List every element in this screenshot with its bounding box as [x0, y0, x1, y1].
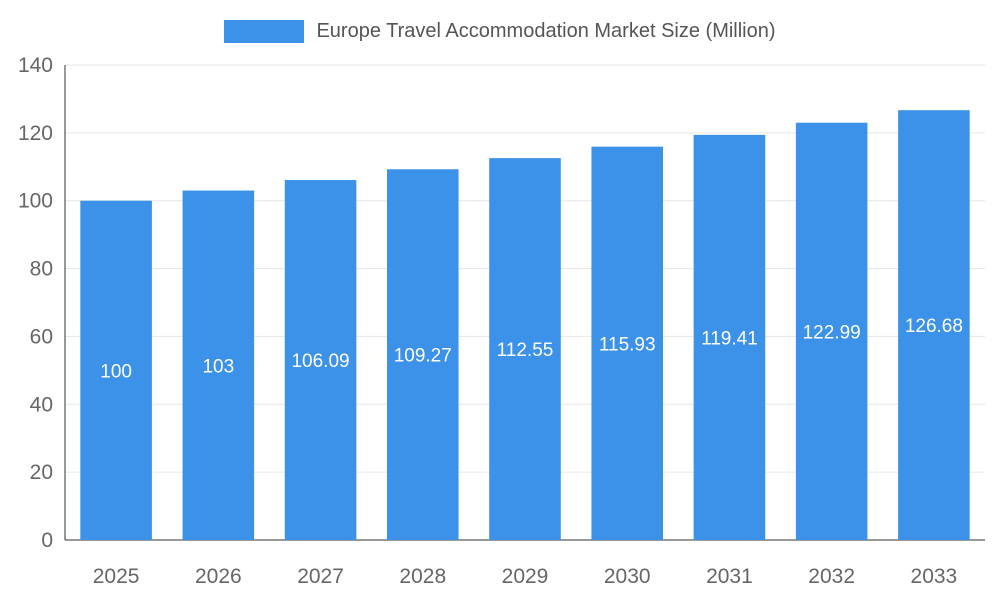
bar-value-label: 119.41	[701, 328, 758, 349]
bar-value-label: 115.93	[599, 334, 656, 355]
bar-value-label: 103	[202, 356, 234, 377]
y-tick-label: 140	[18, 54, 53, 77]
chart-legend: Europe Travel Accommodation Market Size …	[0, 16, 1000, 46]
bar-value-label: 106.09	[291, 351, 349, 372]
bar-value-label: 122.99	[803, 322, 861, 343]
bar-value-label: 109.27	[394, 346, 452, 367]
x-axis-label: 2028	[399, 565, 446, 588]
y-tick-label: 0	[41, 529, 53, 552]
y-tick-label: 80	[30, 258, 53, 281]
bar-2030[interactable]	[591, 146, 663, 540]
chart-title: Europe Travel Accommodation Market Size …	[316, 19, 776, 42]
x-axis-label: 2027	[297, 565, 344, 588]
bar-2032[interactable]	[795, 122, 868, 541]
x-axis-label: 2030	[604, 565, 651, 588]
bar-2028[interactable]	[387, 169, 459, 540]
y-tick-label: 20	[30, 461, 53, 484]
y-tick-label: 100	[18, 190, 53, 213]
bar-2025[interactable]	[80, 200, 152, 540]
x-axis-label: 2025	[93, 565, 140, 588]
bar-value-label: 126.68	[905, 316, 963, 337]
x-axis-label: 2031	[706, 565, 753, 588]
bar-2033[interactable]	[898, 110, 970, 540]
bar-2029[interactable]	[489, 158, 561, 541]
x-axis-label: 2026	[195, 565, 242, 588]
bar-value-label: 112.55	[497, 340, 554, 361]
x-axis-label: 2032	[808, 565, 855, 588]
bar-2031[interactable]	[693, 134, 766, 540]
y-tick-label: 120	[18, 122, 53, 145]
y-tick-label: 40	[30, 393, 53, 416]
legend-swatch	[224, 19, 305, 43]
bar-2027[interactable]	[284, 180, 357, 540]
bar-value-label: 100	[100, 361, 132, 382]
bar-2026[interactable]	[182, 190, 255, 541]
x-axis-label: 2029	[502, 565, 549, 588]
y-tick-label: 60	[30, 325, 53, 348]
x-axis-label: 2033	[911, 565, 958, 588]
